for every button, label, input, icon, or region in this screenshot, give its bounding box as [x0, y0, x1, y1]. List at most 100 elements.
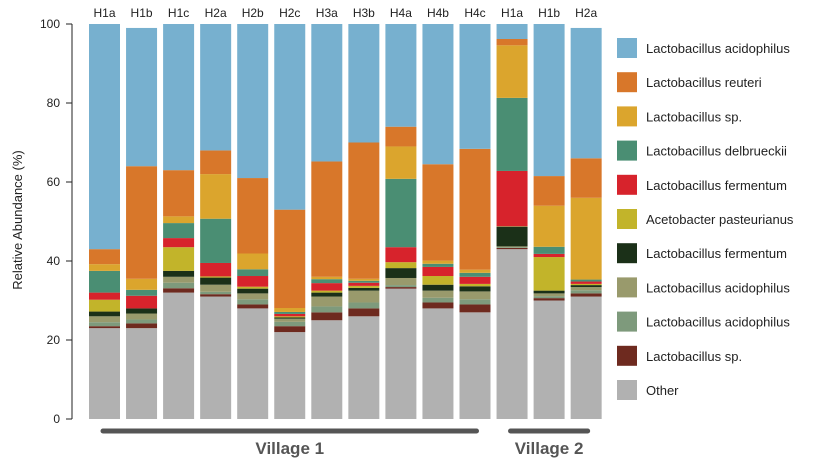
- bar-segment: [311, 296, 343, 307]
- category-label: H2a: [575, 6, 597, 20]
- bar-segment: [163, 216, 195, 224]
- bar-segment: [496, 97, 528, 171]
- category-label: H3a: [316, 6, 338, 20]
- bar-segment: [311, 292, 343, 297]
- bar-segment: [533, 24, 565, 177]
- bar-segment: [274, 316, 306, 318]
- bar-segment: [385, 287, 417, 289]
- bar-segment: [533, 253, 565, 258]
- bar-segment: [570, 158, 602, 198]
- bar-segment: [496, 226, 528, 247]
- bar-segment: [89, 24, 120, 250]
- bar-segment: [459, 291, 491, 300]
- legend-label: Lactobacillus fermentum: [646, 178, 787, 193]
- bar-segment: [126, 295, 158, 309]
- bar-segment: [570, 290, 602, 294]
- bar-segment: [459, 299, 491, 305]
- category-labels: H1a H1b H1c H2a H2b H2c H3a H3b H4a H4b H4c H1a H1b H…: [93, 6, 597, 20]
- bar-segment: [126, 328, 158, 419]
- bar-segment: [348, 285, 380, 288]
- bar-segment: [533, 296, 565, 299]
- bar-segment: [200, 218, 232, 263]
- bar-segment: [570, 285, 602, 288]
- bar-segment: [163, 270, 195, 277]
- bar-segment: [496, 247, 528, 248]
- bar-segment: [200, 276, 232, 278]
- bar-segment: [385, 146, 417, 179]
- bar-segment: [348, 287, 380, 291]
- legend-swatch: [617, 243, 637, 264]
- bar-segment: [570, 27, 602, 159]
- bar-segment: [200, 262, 232, 277]
- bar-segment: [237, 276, 269, 287]
- bar-segment: [570, 296, 602, 419]
- category-label: H1a: [501, 6, 523, 20]
- bar-segment: [311, 320, 343, 419]
- category-label: H1b: [538, 6, 560, 20]
- bar-segment: [422, 290, 454, 298]
- bar-segment: [348, 316, 380, 419]
- y-tick-label: 0: [53, 412, 60, 426]
- bar-segment: [237, 253, 269, 270]
- bar-segment: [200, 150, 232, 175]
- bar-segment: [274, 317, 306, 319]
- group-label: Village 2: [515, 439, 584, 458]
- bar-segment: [385, 268, 417, 278]
- group-brackets: Village 1 Village 2: [100, 428, 591, 458]
- bar-segment: [274, 321, 306, 327]
- bar-segment: [163, 288, 195, 293]
- legend-label: Lactobacillus acidophilus: [646, 41, 790, 56]
- legend-swatch: [617, 38, 637, 58]
- bar-segment: [89, 270, 120, 293]
- bar-segment: [459, 269, 491, 273]
- bar-segment: [126, 27, 158, 167]
- bar-segment: [533, 300, 565, 419]
- y-tick-label: 40: [47, 254, 61, 268]
- bar-segment: [274, 313, 306, 317]
- legend-label: Lactobacillus acidophilus: [646, 280, 790, 295]
- bar-segment: [311, 312, 343, 321]
- bar-segment: [89, 322, 120, 327]
- bar-segment: [459, 304, 491, 313]
- bar-segment: [126, 278, 158, 290]
- category-label: H1a: [93, 6, 115, 20]
- legend-label: Lactobacillus sp.: [646, 349, 742, 364]
- legend-label: Lactobacillus reuteri: [646, 75, 762, 90]
- bar-segment: [459, 286, 491, 292]
- y-tick-label: 100: [40, 17, 60, 31]
- bar-segment: [274, 308, 306, 312]
- bar-segment: [533, 205, 565, 247]
- y-axis-label: Relative Abundance (%): [10, 150, 25, 289]
- bar-segment: [422, 266, 454, 277]
- bar-segment: [496, 45, 528, 98]
- bar-segment: [274, 332, 306, 419]
- bar-segment: [126, 319, 158, 324]
- bar-segment: [422, 24, 454, 165]
- bar-segment: [496, 24, 528, 40]
- bar-segment: [311, 290, 343, 293]
- bar-segment: [89, 311, 120, 317]
- bar-segment: [385, 285, 417, 288]
- bar-segment: [274, 209, 306, 309]
- bar-segment: [533, 298, 565, 301]
- bar-segment: [422, 297, 454, 303]
- legend-label: Lactobacillus sp.: [646, 109, 742, 124]
- y-tick-label: 60: [47, 175, 61, 189]
- bar-segment: [200, 24, 232, 151]
- legend-label: Lactobacillus acidophilus: [646, 315, 790, 330]
- bar-segment: [274, 318, 306, 322]
- legend-swatch: [617, 140, 637, 161]
- bar-segment: [459, 312, 491, 419]
- bar-segment: [163, 292, 195, 419]
- bar-segment: [89, 316, 120, 323]
- bar-segment: [348, 302, 380, 309]
- bar-segment: [496, 39, 528, 46]
- bar-segment: [237, 24, 269, 179]
- bar-segment: [163, 276, 195, 283]
- bar-segment: [422, 284, 454, 291]
- bar-segment: [385, 178, 417, 248]
- category-label: H1b: [131, 6, 153, 20]
- bar-segment: [422, 263, 454, 267]
- bar-segment: [89, 326, 120, 329]
- bar-segment: [533, 246, 565, 254]
